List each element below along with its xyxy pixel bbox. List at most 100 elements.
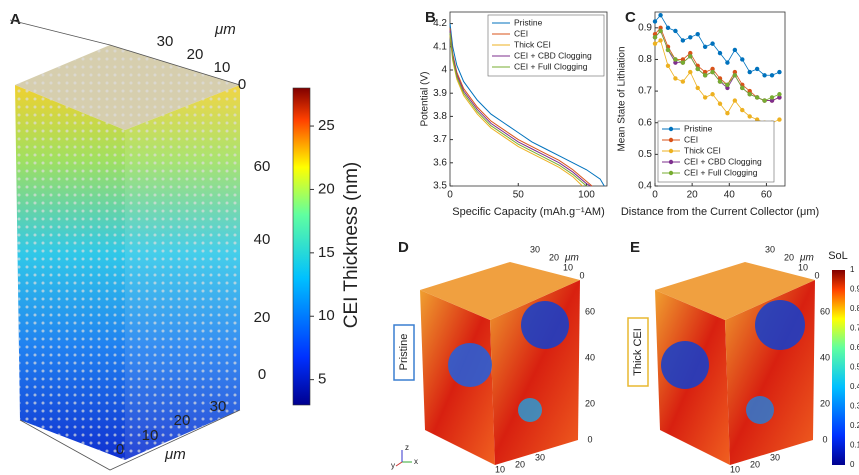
x-tick-label: 100 [578,190,595,201]
y-tick-label: 0.7 [638,86,652,97]
colorbar [292,87,311,406]
point [695,31,700,37]
triad-label: x [414,457,418,466]
point [673,28,678,34]
triad [395,461,403,467]
point [754,117,760,122]
render-top [420,262,580,320]
legend-marker [668,126,674,132]
point [695,66,700,72]
y-tick-label: 4.1 [433,41,447,52]
axis-tick-label: 20 [784,252,794,262]
series-line [449,30,591,187]
render-e [655,262,815,465]
point [658,38,663,43]
point [702,95,708,100]
point [717,50,723,56]
colorbar-tick-label: 0.1 [850,441,859,450]
point [740,107,745,113]
point [680,79,686,84]
axis-tick-label: 0 [587,434,592,444]
axis-frame [19,409,241,471]
y-tick-label: 3.7 [433,134,447,145]
point [710,92,715,97]
axis-tick-label: 0 [258,366,266,383]
axis-tick-label: 10 [730,464,740,474]
x-tick-label: 60 [761,190,773,201]
axis-tick-label: 30 [535,452,545,462]
colorbar-tick-label: 5 [318,371,326,388]
colorbar-tick-label: 0.4 [850,382,859,391]
point [665,63,671,68]
point [710,41,715,46]
colorbar-tick-label: 20 [318,180,335,197]
tag: Pristine [398,334,410,371]
point [673,76,678,81]
colorbar-tick-label: 0.7 [850,324,859,333]
point [702,69,708,75]
colorbar-tick-label: 10 [318,307,335,324]
axis-tick-label: 40 [254,231,271,248]
legend-label: CEI [514,28,528,38]
render-top [655,262,815,320]
point [665,47,671,53]
axis-tick-label: 20 [187,46,204,63]
axis-tick-label: 60 [820,306,830,316]
point [725,82,730,87]
render-d [420,262,580,465]
point [710,66,715,72]
point [777,95,782,100]
axis-tick-label: 20 [585,398,595,408]
axis-tick-label: 0 [238,76,246,93]
point [652,19,658,24]
axis-tick-label: 10 [563,262,573,272]
y-tick-label: 0.4 [638,181,652,192]
particle [518,398,542,422]
x-tick-label: 0 [652,190,658,201]
panel-label: B [425,9,436,26]
axis-tick-label: 40 [820,352,830,362]
colorbar-tick-label: 25 [318,117,335,134]
colorbar-title: SoL [828,250,848,262]
panel-label: D [398,239,409,256]
point [754,66,760,72]
point [658,28,663,34]
point [710,69,715,75]
point [740,85,745,91]
x-tick-label: 40 [724,190,736,201]
y-tick-label: 0.5 [638,149,652,160]
legend-label: Pristine [684,123,713,133]
point [777,92,782,97]
axis-unit: μm [799,253,814,264]
series-line [449,28,593,187]
point [688,35,693,40]
point [762,98,767,103]
point [665,25,671,31]
series-line [449,23,605,187]
axis-tick-label: 10 [214,59,231,76]
point [680,38,686,43]
y-tick-label: 0.9 [638,22,652,33]
y-axis-label: Mean State of Lithiation [617,46,628,151]
x-tick-label: 20 [687,190,699,201]
point [652,35,658,40]
point [725,111,730,116]
y-tick-label: 3.5 [433,181,447,192]
point [769,98,775,103]
point [658,12,663,18]
axis-tick-label: 10 [142,427,159,444]
x-axis-label: Specific Capacity (mAh.g⁻¹AM) [452,206,605,218]
axis-tick-label: 60 [585,306,595,316]
axis-unit: μm [164,446,186,463]
y-tick-label: 4 [441,65,447,76]
point [680,60,686,65]
colorbar-tick-label: 0.6 [850,343,859,352]
point [732,98,738,103]
render-texture [125,85,240,460]
particle [755,300,805,350]
axis-tick-label: 0 [814,270,819,280]
axis-unit: μm [214,21,236,38]
series-line [449,32,587,187]
series-line [449,35,583,187]
